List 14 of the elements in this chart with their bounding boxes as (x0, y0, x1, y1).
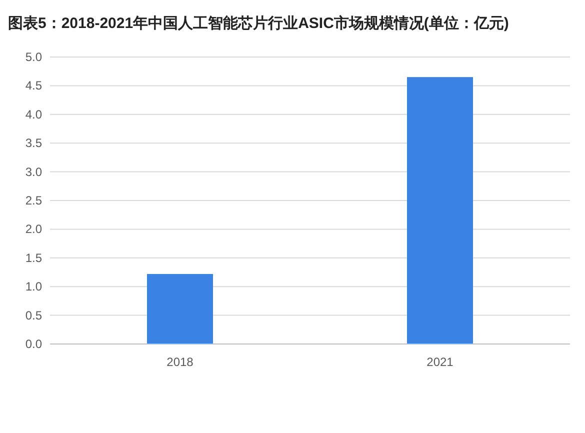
y-tick-label: 1.0 (25, 280, 42, 294)
x-tick-label: 2021 (426, 355, 454, 369)
y-tick-label: 2.5 (25, 194, 42, 208)
y-tick-label: 3.5 (25, 136, 42, 150)
chart-title: 图表5：2018-2021年中国人工智能芯片行业ASIC市场规模情况(单位：亿元) (8, 14, 509, 32)
y-tick-label: 0.5 (25, 308, 42, 322)
y-tick-label: 3.0 (25, 164, 42, 179)
y-tick-label: 4.5 (25, 78, 42, 93)
y-tick-label: 1.5 (25, 250, 42, 265)
y-tick-label: 5.0 (25, 50, 42, 64)
x-tick-label: 2018 (166, 355, 194, 369)
y-tick-label: 0.0 (25, 337, 42, 351)
y-tick-label: 2.0 (25, 222, 42, 236)
y-tick-label: 4.0 (25, 107, 42, 122)
